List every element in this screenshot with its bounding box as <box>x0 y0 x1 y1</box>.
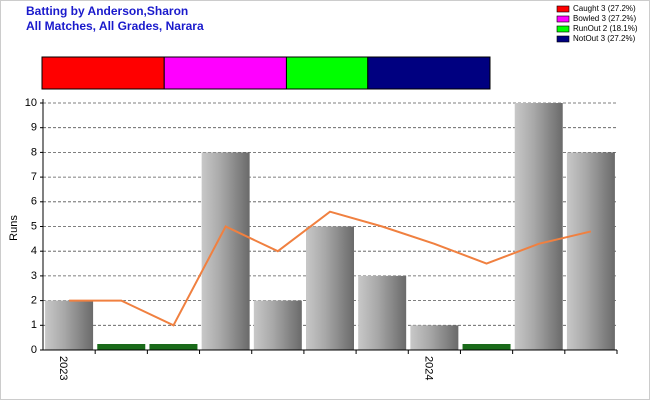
y-tick-label: 9 <box>31 122 37 134</box>
legend-label: RunOut 2 (18.1%) <box>573 24 638 33</box>
y-tick-label: 0 <box>31 344 37 356</box>
bar <box>306 226 354 350</box>
bar <box>358 275 407 350</box>
line <box>69 210 592 327</box>
y-tick-label: 1 <box>31 319 37 331</box>
bar <box>410 325 459 350</box>
y-tick-label: 2 <box>31 295 37 307</box>
legend-label: Caught 3 (27.2%) <box>573 4 636 13</box>
y-tick-label: 6 <box>31 196 37 208</box>
bar <box>566 152 615 350</box>
y-tick-label: 7 <box>31 171 37 183</box>
legend-swatch <box>556 35 570 43</box>
dismissal-segment <box>285 56 369 90</box>
y-axis-label: Runs <box>8 215 20 241</box>
zero-bar <box>462 344 511 350</box>
y-tick-label: 10 <box>25 97 37 109</box>
bar <box>45 300 94 350</box>
legend-swatch <box>556 25 570 33</box>
bar <box>514 103 563 350</box>
y-tick-label: 8 <box>31 146 37 158</box>
legend-label: Bowled 3 (27.2%) <box>573 14 636 23</box>
legend-label: NotOut 3 (27.2%) <box>573 34 636 43</box>
dismissal-segment <box>41 56 165 90</box>
dismissal-segment <box>163 56 287 90</box>
bar <box>201 152 250 350</box>
legend-swatch <box>556 5 570 13</box>
x-tick-label: 2023 <box>57 356 69 380</box>
dismissal-segment <box>367 56 491 90</box>
legend-swatch <box>556 15 570 23</box>
zero-bar <box>149 344 198 350</box>
zero-bar <box>97 344 146 350</box>
y-tick-label: 3 <box>31 270 37 282</box>
chart-subtitle: All Matches, All Grades, Narara <box>26 19 204 33</box>
x-tick-label: 2024 <box>422 356 434 380</box>
chart-title: Batting by Anderson,Sharon <box>26 4 188 18</box>
y-tick-label: 5 <box>31 220 37 232</box>
y-tick-label: 4 <box>31 245 37 257</box>
bar <box>253 300 302 350</box>
